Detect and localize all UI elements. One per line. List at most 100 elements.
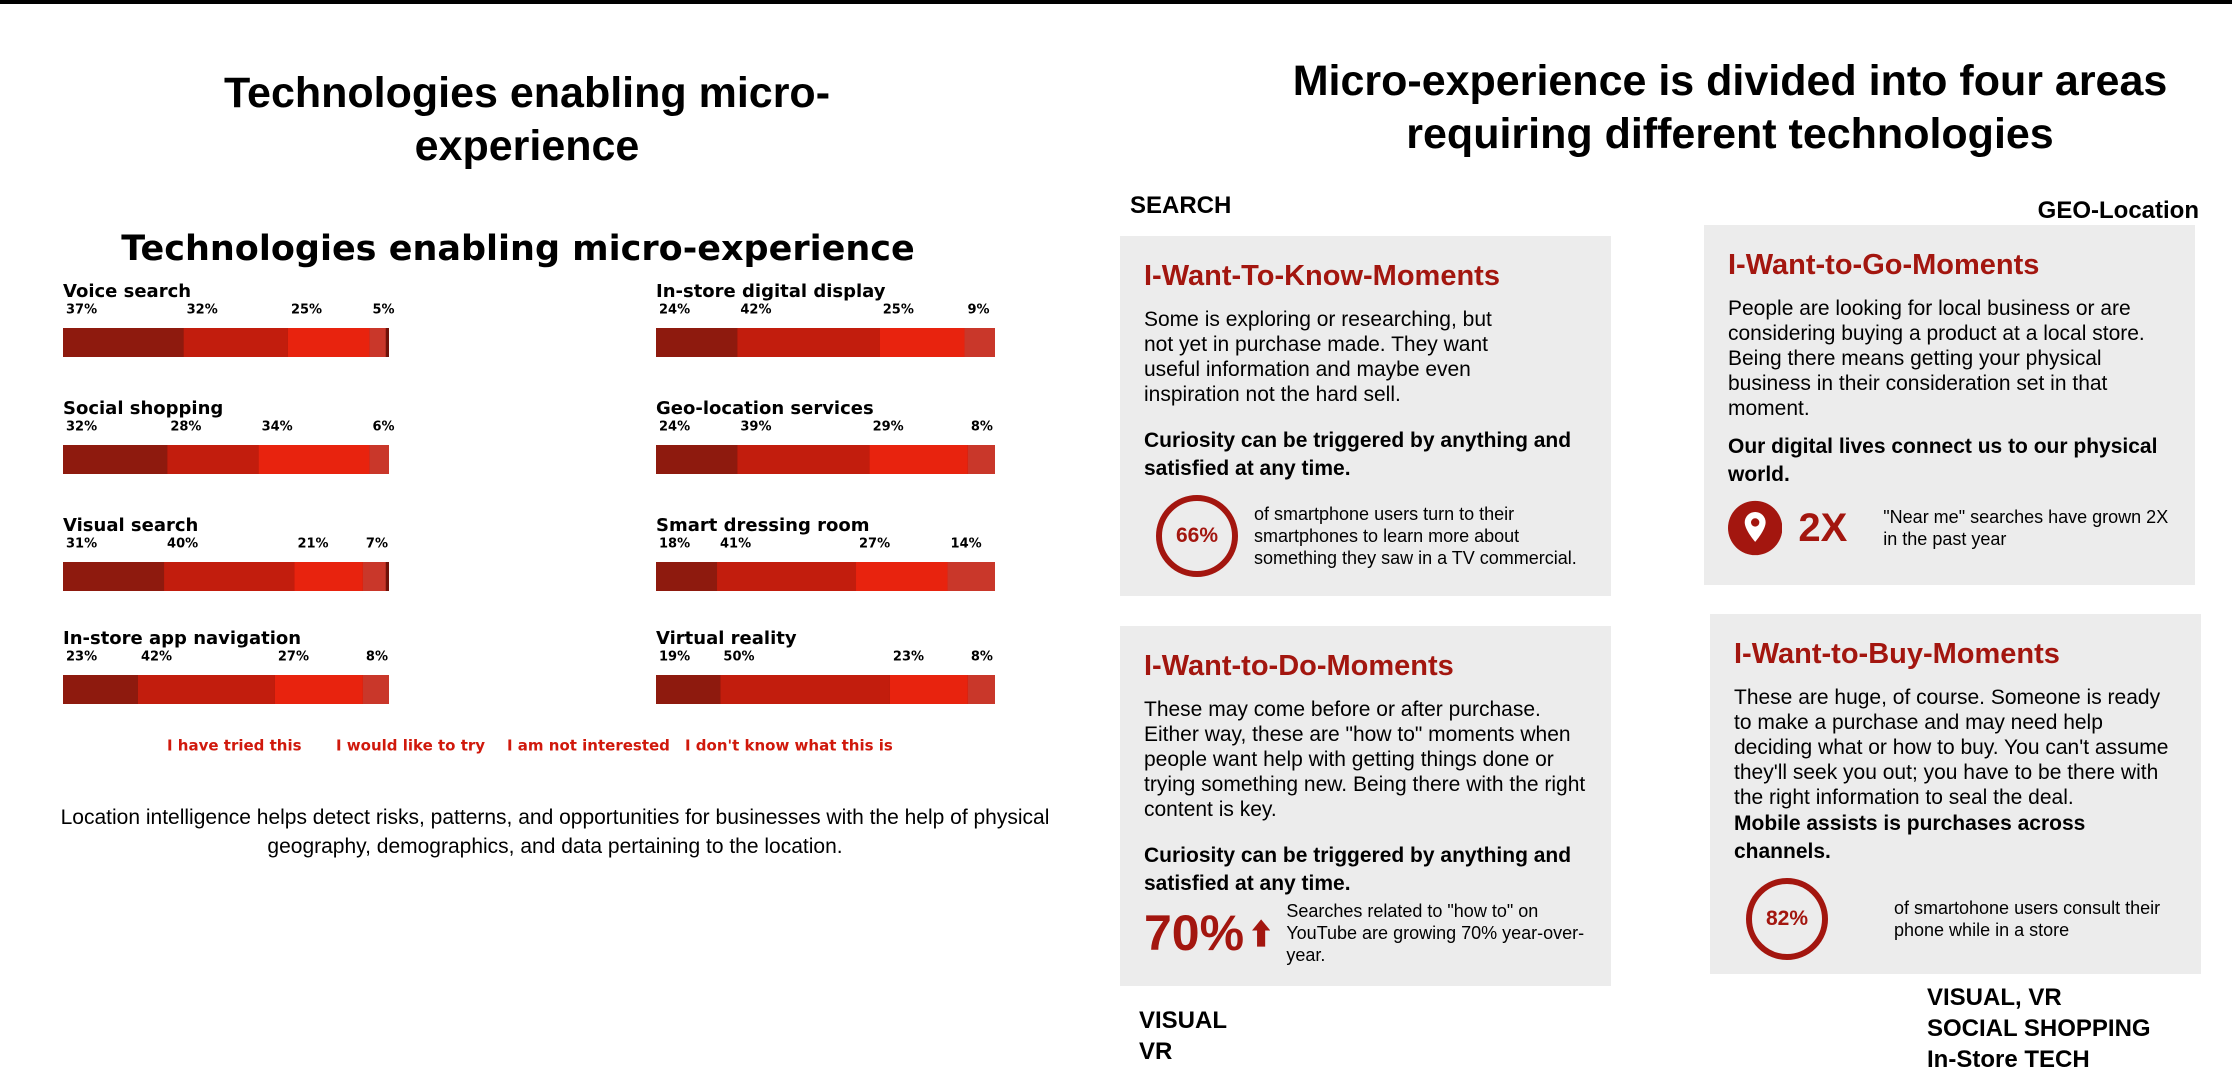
value-label: 25% [291, 303, 322, 318]
category-label: Social shopping [63, 398, 223, 419]
bar-segment [362, 675, 389, 704]
bar-segment [183, 328, 288, 357]
chart-title: Technologies enabling micro-experience [121, 229, 914, 269]
value-label: 27% [278, 650, 309, 665]
bar-segment [164, 562, 295, 591]
value-label: 32% [66, 420, 97, 435]
value-label: 28% [170, 420, 201, 435]
bar-segment [63, 562, 165, 591]
area-label: SEARCH [1130, 192, 1232, 219]
area-label: In-Store TECH [1927, 1046, 2090, 1073]
bar-segment [869, 445, 968, 474]
value-label: 14% [951, 537, 982, 552]
bar-segment [656, 328, 738, 357]
card: I-Want-To-Know-Moments Some is exploring… [1120, 236, 1611, 596]
stat-text: of smartphone users turn to their smartp… [1254, 504, 1577, 568]
stat-text: of smartohone users consult their phone … [1894, 898, 2161, 940]
card-bold: Curiosity can be triggered by anything a… [1144, 429, 1572, 480]
bar-segment [717, 562, 857, 591]
value-label: 42% [141, 650, 172, 665]
card-body: These may come before or after purchase.… [1144, 698, 1586, 821]
value-label: 8% [971, 420, 993, 435]
card-body: Some is exploring or researching, but no… [1144, 308, 1492, 406]
area-label: GEO-Location [2037, 197, 2199, 224]
value-label: 27% [859, 537, 890, 552]
bar-segment [737, 445, 870, 474]
area-label: SOCIAL SHOPPING [1927, 1015, 2151, 1042]
stat: 66% of smartphone users turn to their sm… [1144, 495, 1587, 577]
category-label: Smart dressing room [656, 515, 870, 536]
stat: 2X "Near me" searches have grown 2X in t… [1728, 489, 2171, 567]
card-bold: Curiosity can be triggered by anything a… [1144, 844, 1572, 895]
bar-segment [720, 675, 890, 704]
bar-segment [967, 675, 995, 704]
area-label: VISUAL, VR [1927, 984, 2062, 1011]
bar-segment [369, 445, 389, 474]
bar-segment [63, 328, 184, 357]
value-label: 29% [873, 420, 904, 435]
card-title: I-Want-to-Buy-Moments [1734, 638, 2060, 670]
stat-value: 2X [1798, 505, 1848, 550]
value-label: 23% [893, 650, 924, 665]
value-label: 24% [659, 420, 690, 435]
legend-entry: I am not interested [507, 737, 670, 755]
left-title: Technologies enabling micro-experience [223, 69, 831, 170]
stat-value: 66% [1156, 495, 1238, 577]
stat-value: 70% [1144, 905, 1245, 961]
card-title: I-Want-To-Know-Moments [1144, 260, 1500, 292]
bar-segment [369, 328, 386, 357]
value-label: 7% [366, 537, 388, 552]
top-bar [0, 0, 2232, 4]
category-label: In-store digital display [656, 281, 886, 302]
card-title: I-Want-to-Go-Moments [1728, 249, 2040, 281]
bar-segment [879, 328, 965, 357]
value-label: 23% [66, 650, 97, 665]
value-label: 21% [297, 537, 328, 552]
bar-segment [964, 328, 995, 357]
value-label: 34% [262, 420, 293, 435]
up-arrow [1252, 919, 1271, 947]
value-label: 25% [883, 303, 914, 318]
card-body: People are looking for local business or… [1728, 297, 2145, 420]
bar-segment [287, 328, 370, 357]
category-label: Virtual reality [656, 628, 797, 649]
value-label: 42% [740, 303, 771, 318]
value-label: 41% [720, 537, 751, 552]
bar-segment [63, 675, 138, 704]
category-label: Voice search [63, 281, 191, 302]
card-body: These are huge, of course. Someone is re… [1734, 686, 2169, 809]
value-label: 31% [66, 537, 97, 552]
value-label: 39% [740, 420, 771, 435]
stat-text: "Near me" searches have grown 2X in the … [1883, 507, 2169, 549]
value-label: 24% [659, 303, 690, 318]
value-label: 5% [372, 303, 394, 318]
bar-segment [362, 562, 386, 591]
right-title: Micro-experience is divided into four ar… [1292, 57, 2168, 158]
stat: 70% Searches related to "how to" on YouT… [1144, 900, 1587, 966]
bar-segment [947, 562, 995, 591]
bar-segment [889, 675, 968, 704]
bar-segment [856, 562, 948, 591]
legend-entry: I have tried this [167, 737, 302, 755]
card: I-Want-to-Do-Moments These may come befo… [1120, 626, 1611, 986]
value-label: 8% [366, 650, 388, 665]
bar-segment [294, 562, 363, 591]
bar-segment [167, 445, 259, 474]
value-label: 40% [167, 537, 198, 552]
card-bold: Our digital lives connect us to our phys… [1728, 435, 2158, 486]
legend-entry: I don't know what this is [685, 737, 893, 755]
caption: Location intelligence helps detect risks… [60, 806, 1050, 858]
bar-segment [63, 445, 168, 474]
stat: 82% of smartohone users consult their ph… [1734, 878, 2177, 960]
bar-segment [656, 675, 721, 704]
stat-value: 82% [1746, 878, 1828, 960]
value-label: 19% [659, 650, 690, 665]
bar-segment [737, 328, 880, 357]
card: I-Want-to-Buy-Moments These are huge, of… [1710, 614, 2201, 974]
area-label: VISUAL [1139, 1007, 1228, 1034]
bar-segment [274, 675, 363, 704]
bar-segment [137, 675, 275, 704]
category-label: Visual search [63, 515, 198, 536]
area-label: VR [1139, 1038, 1173, 1065]
